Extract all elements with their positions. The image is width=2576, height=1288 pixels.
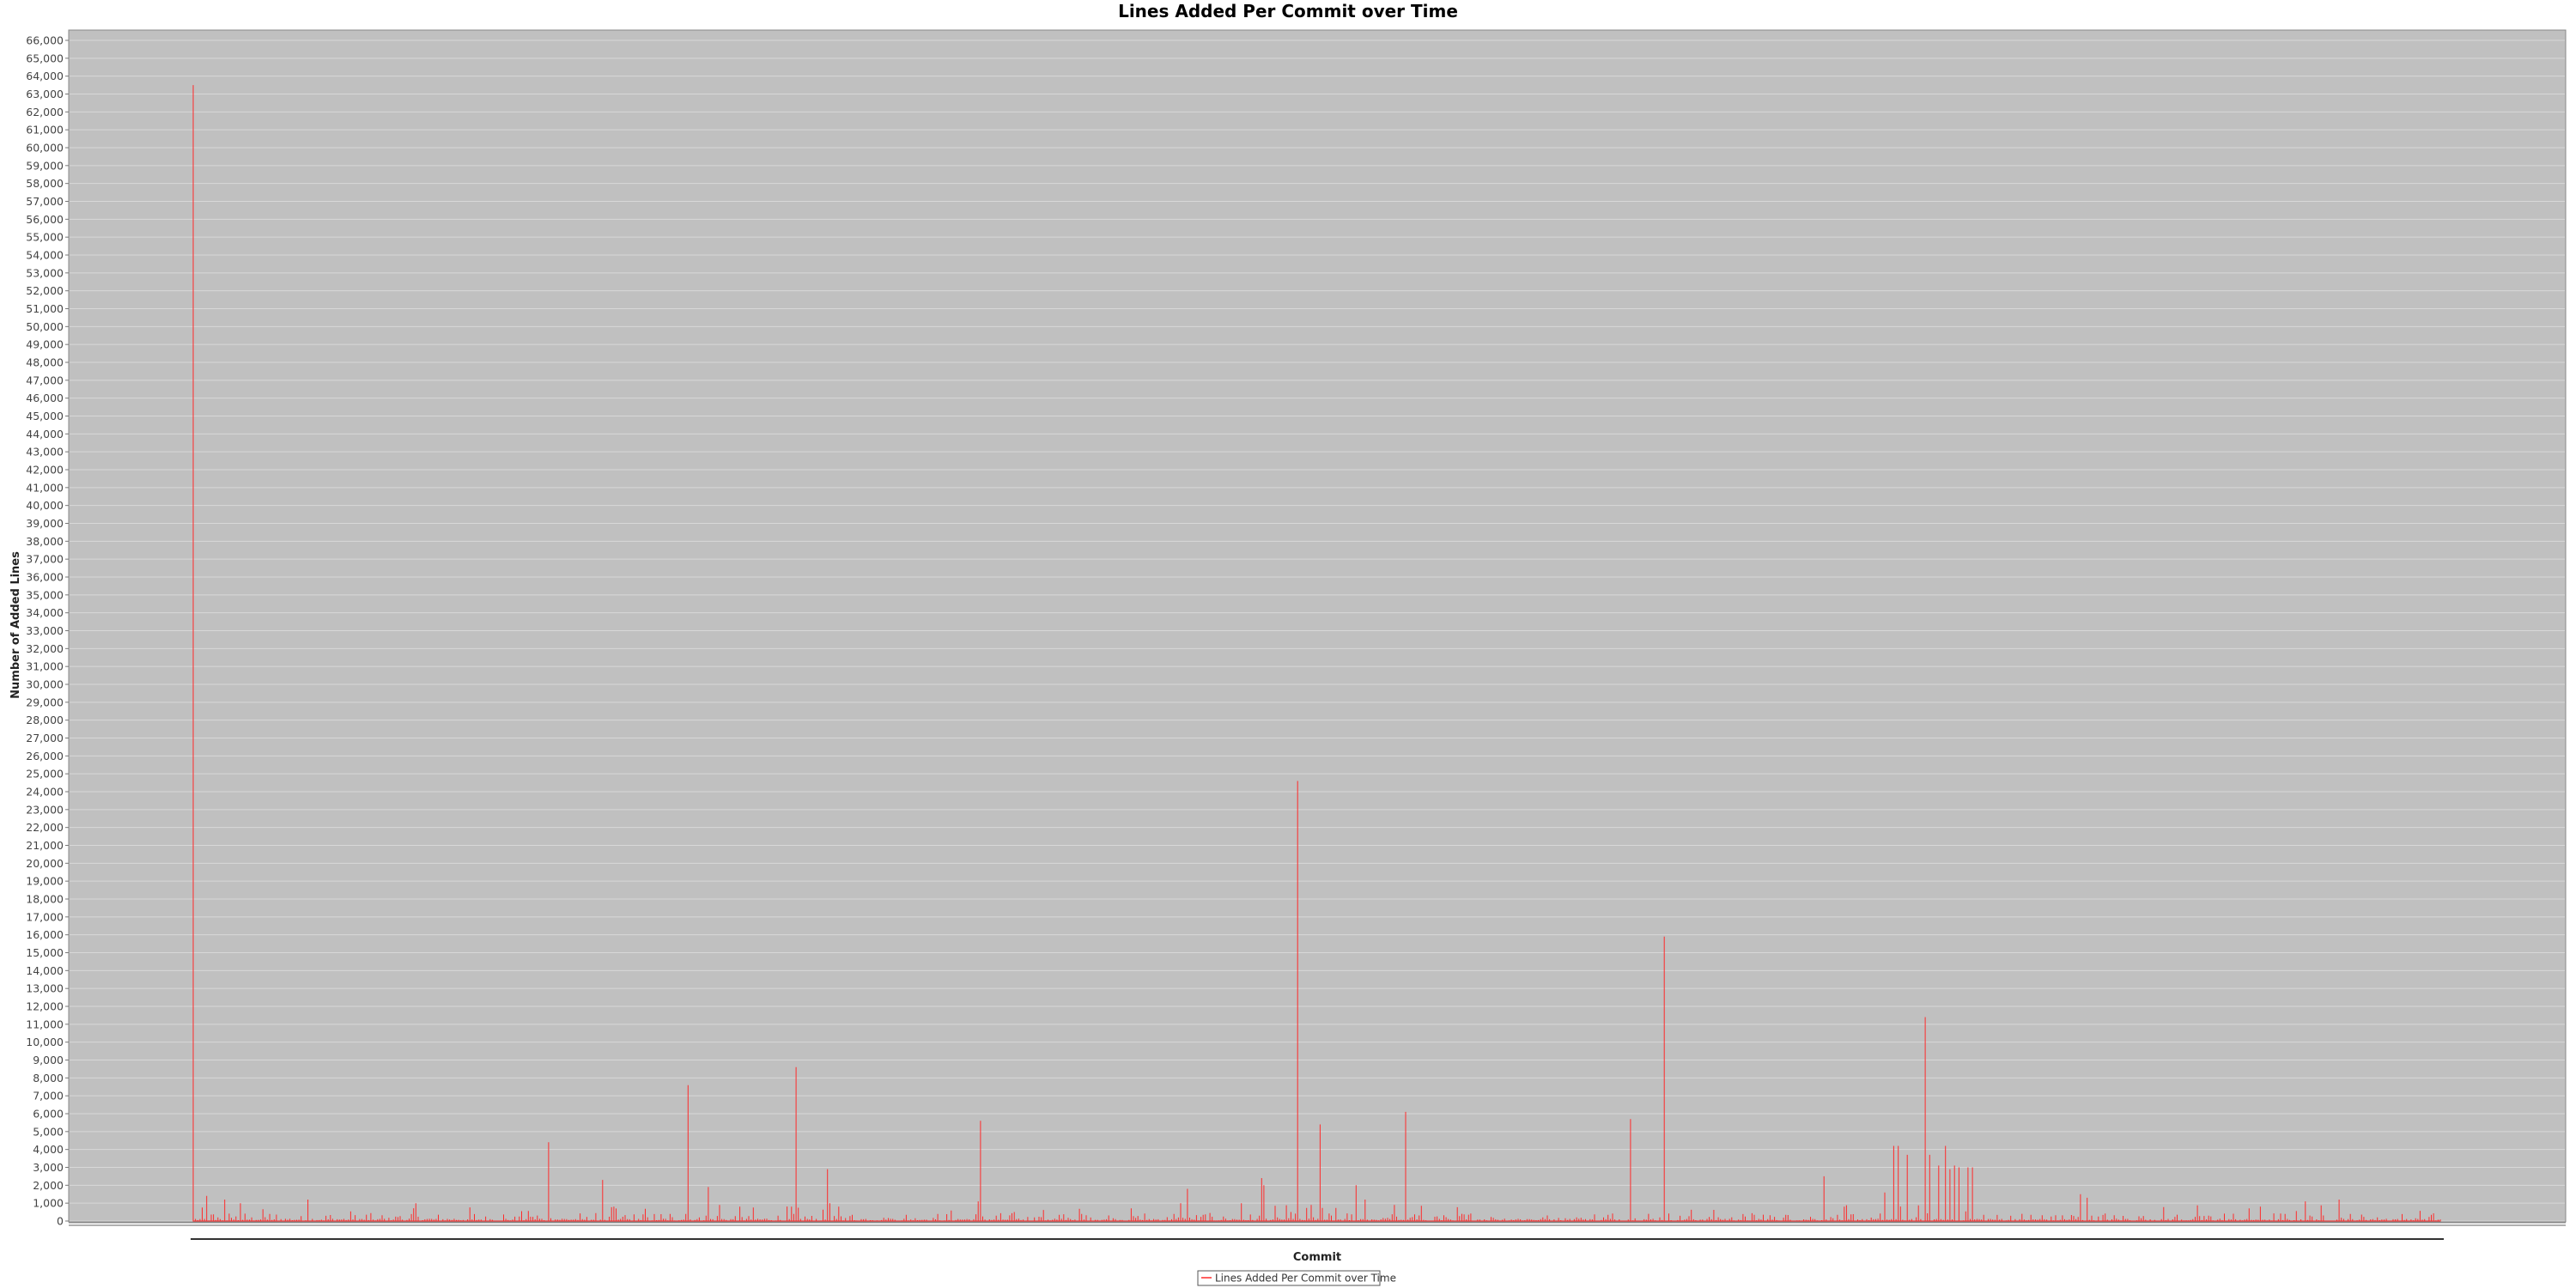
y-tick-label: 56,000 bbox=[26, 213, 64, 226]
legend-box bbox=[1197, 1270, 1381, 1286]
y-tick-label: 65,000 bbox=[26, 52, 64, 64]
series-lines-added bbox=[192, 85, 2441, 1222]
y-tick-label: 16,000 bbox=[26, 928, 64, 941]
y-tick-label: 19,000 bbox=[26, 875, 64, 888]
y-tick-label: 42,000 bbox=[26, 464, 64, 477]
y-tick-label: 15,000 bbox=[26, 946, 64, 959]
y-tick-label: 10,000 bbox=[26, 1036, 64, 1048]
y-tick-label: 1,000 bbox=[33, 1197, 64, 1210]
y-tick-label: 0 bbox=[57, 1215, 64, 1228]
y-tick-label: 54,000 bbox=[26, 249, 64, 262]
y-tick-label: 63,000 bbox=[26, 88, 64, 100]
y-tick-label: 49,000 bbox=[26, 338, 64, 351]
y-tick-label: 13,000 bbox=[26, 982, 64, 995]
y-tick-label: 23,000 bbox=[26, 803, 64, 816]
y-tick-label: 59,000 bbox=[26, 159, 64, 172]
series-line bbox=[192, 85, 2441, 1222]
chart-title: Lines Added Per Commit over Time bbox=[1118, 1, 1458, 21]
y-tick-label: 32,000 bbox=[26, 642, 64, 655]
y-tick-label: 8,000 bbox=[33, 1072, 64, 1084]
legend-label: Lines Added Per Commit over Time bbox=[1215, 1273, 1396, 1285]
y-tick-label: 24,000 bbox=[26, 786, 64, 799]
y-axis-label: Number of Added Lines bbox=[9, 551, 22, 699]
x-axis-label: Commit bbox=[1293, 1251, 1341, 1264]
y-tick-label: 4,000 bbox=[33, 1143, 64, 1156]
y-tick-label: 44,000 bbox=[26, 428, 64, 440]
y-tick-label: 52,000 bbox=[26, 284, 64, 297]
y-tick-label: 46,000 bbox=[26, 392, 64, 404]
y-tick-label: 14,000 bbox=[26, 964, 64, 977]
y-tick-label: 50,000 bbox=[26, 320, 64, 333]
y-tick-label: 2,000 bbox=[33, 1179, 64, 1192]
y-tick-label: 58,000 bbox=[26, 177, 64, 190]
y-tick-label: 48,000 bbox=[26, 356, 64, 369]
y-tick-label: 43,000 bbox=[26, 446, 64, 459]
y-tick-label: 34,000 bbox=[26, 606, 64, 619]
y-tick-label: 30,000 bbox=[26, 678, 64, 691]
y-tick-label: 51,000 bbox=[26, 302, 64, 315]
y-tick-label: 12,000 bbox=[26, 1000, 64, 1013]
y-tick-label: 20,000 bbox=[26, 857, 64, 870]
y-tick-label: 31,000 bbox=[26, 660, 64, 673]
y-tick-label: 27,000 bbox=[26, 732, 64, 744]
y-tick-label: 25,000 bbox=[26, 768, 64, 781]
y-tick-label: 53,000 bbox=[26, 266, 64, 279]
y-tick-label: 64,000 bbox=[26, 70, 64, 82]
y-tick-label: 6,000 bbox=[33, 1108, 64, 1121]
y-tick-label: 47,000 bbox=[26, 374, 64, 386]
y-tick-label: 62,000 bbox=[26, 106, 64, 118]
y-tick-label: 37,000 bbox=[26, 553, 64, 566]
plot-area bbox=[68, 29, 2567, 1223]
y-tick-label: 3,000 bbox=[33, 1161, 64, 1174]
y-tick-label: 39,000 bbox=[26, 517, 64, 530]
legend: Lines Added Per Commit over Time bbox=[1197, 1270, 1396, 1286]
y-tick-label: 40,000 bbox=[26, 499, 64, 512]
y-tick-label: 22,000 bbox=[26, 821, 64, 834]
y-tick-label: 28,000 bbox=[26, 714, 64, 726]
y-tick-label: 36,000 bbox=[26, 571, 64, 584]
y-tick-label: 26,000 bbox=[26, 750, 64, 762]
y-tick-label: 11,000 bbox=[26, 1018, 64, 1030]
y-tick-label: 45,000 bbox=[26, 410, 64, 422]
y-tick-label: 61,000 bbox=[26, 124, 64, 137]
y-tick-label: 7,000 bbox=[33, 1090, 64, 1103]
y-tick-label: 66,000 bbox=[26, 34, 64, 47]
y-tick-label: 60,000 bbox=[26, 142, 64, 155]
y-tick-label: 35,000 bbox=[26, 588, 64, 601]
y-tick-label: 17,000 bbox=[26, 910, 64, 923]
y-tick-label: 33,000 bbox=[26, 624, 64, 637]
y-tick-label: 41,000 bbox=[26, 481, 64, 494]
y-tick-label: 29,000 bbox=[26, 696, 64, 708]
grid-lines bbox=[70, 39, 2565, 1222]
y-tick-label: 38,000 bbox=[26, 535, 64, 548]
y-tick-label: 21,000 bbox=[26, 839, 64, 852]
y-tick-label: 9,000 bbox=[33, 1054, 64, 1066]
y-tick-label: 5,000 bbox=[33, 1125, 64, 1138]
y-tick-label: 57,000 bbox=[26, 195, 64, 208]
y-axis-ticks: 0 1,000 2,000 3,000 4,000 5,000 6,000 7,000 8,00… bbox=[26, 34, 69, 1228]
y-tick-label: 18,000 bbox=[26, 893, 64, 906]
y-tick-label: 55,000 bbox=[26, 231, 64, 244]
